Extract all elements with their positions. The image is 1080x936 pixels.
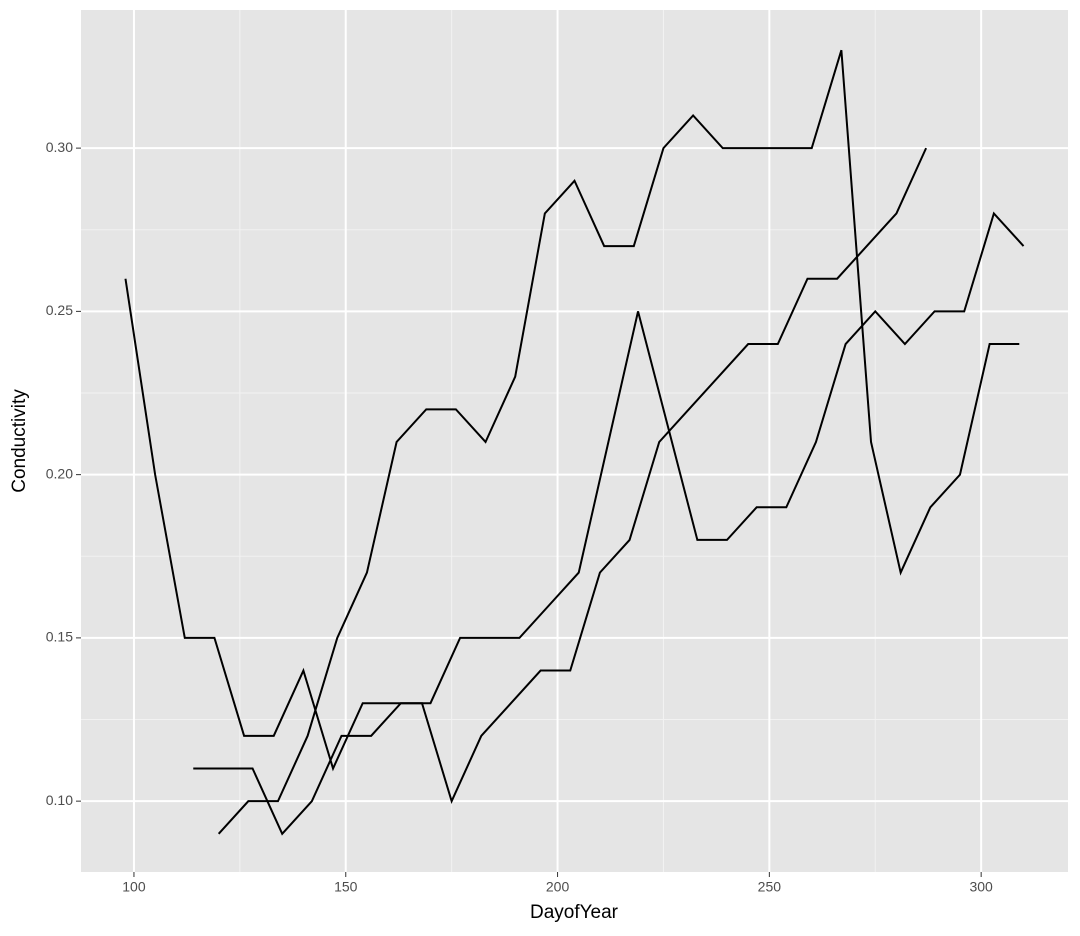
x-axis-title: DayofYear xyxy=(530,902,619,923)
series-line xyxy=(217,49,1020,835)
x-tick-label: 200 xyxy=(546,879,570,895)
x-tick-label: 100 xyxy=(122,879,146,895)
series-line xyxy=(124,147,928,804)
panel xyxy=(81,10,1068,872)
x-tick-label: 250 xyxy=(758,879,782,895)
x-tick-label: 150 xyxy=(334,879,358,895)
y-tick-label: 0.30 xyxy=(46,139,73,155)
x-tick-label: 300 xyxy=(969,879,993,895)
y-tick-label: 0.15 xyxy=(46,629,73,645)
y-tick-label: 0.20 xyxy=(46,465,73,481)
series-line xyxy=(193,211,1025,836)
y-tick-label: 0.10 xyxy=(46,792,73,808)
y-axis-title: Conductivity xyxy=(9,389,30,493)
y-tick-label: 0.25 xyxy=(46,302,73,318)
